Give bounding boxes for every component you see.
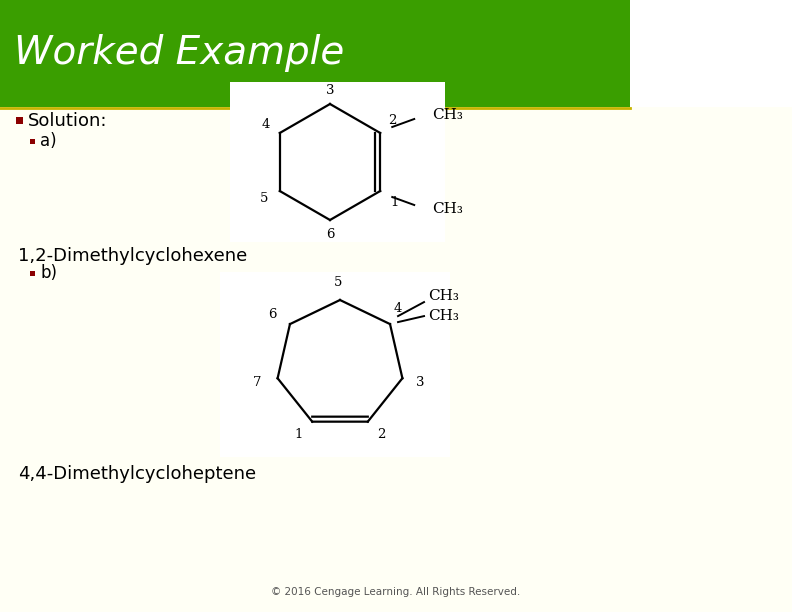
Text: Worked Example: Worked Example [14, 34, 345, 72]
Text: 7: 7 [253, 376, 262, 389]
Bar [16, 117, 23, 124]
Text: 4: 4 [394, 302, 402, 315]
Text: 2: 2 [388, 114, 397, 127]
Text: b): b) [40, 264, 57, 282]
Bar [30, 139, 35, 144]
Text: Solution:: Solution: [28, 112, 108, 130]
Bar [30, 271, 35, 276]
Bar [220, 272, 450, 457]
Text: CH₃: CH₃ [428, 309, 459, 323]
Text: 3: 3 [416, 376, 425, 389]
Text: 1: 1 [390, 196, 398, 209]
Text: 2: 2 [378, 428, 386, 441]
Text: CH₃: CH₃ [428, 289, 459, 303]
Text: © 2016 Cengage Learning. All Rights Reserved.: © 2016 Cengage Learning. All Rights Rese… [272, 587, 520, 597]
Text: CH₃: CH₃ [432, 108, 463, 122]
Bar [0, 0, 792, 107]
Text: 6: 6 [326, 228, 334, 241]
Text: CH₃: CH₃ [432, 202, 463, 216]
Text: a): a) [40, 132, 56, 150]
Bar [0, 107, 792, 612]
Bar [230, 82, 445, 242]
Text: 6: 6 [268, 308, 276, 321]
Text: 5: 5 [333, 275, 342, 288]
Bar [630, 0, 792, 107]
Text: 1,2-Dimethylcyclohexene: 1,2-Dimethylcyclohexene [18, 247, 247, 265]
Text: 1: 1 [294, 428, 303, 441]
Text: 3: 3 [326, 83, 334, 97]
Text: 5: 5 [260, 193, 268, 206]
Text: 4: 4 [261, 119, 270, 132]
Text: 4,4-Dimethylcycloheptene: 4,4-Dimethylcycloheptene [18, 465, 256, 483]
